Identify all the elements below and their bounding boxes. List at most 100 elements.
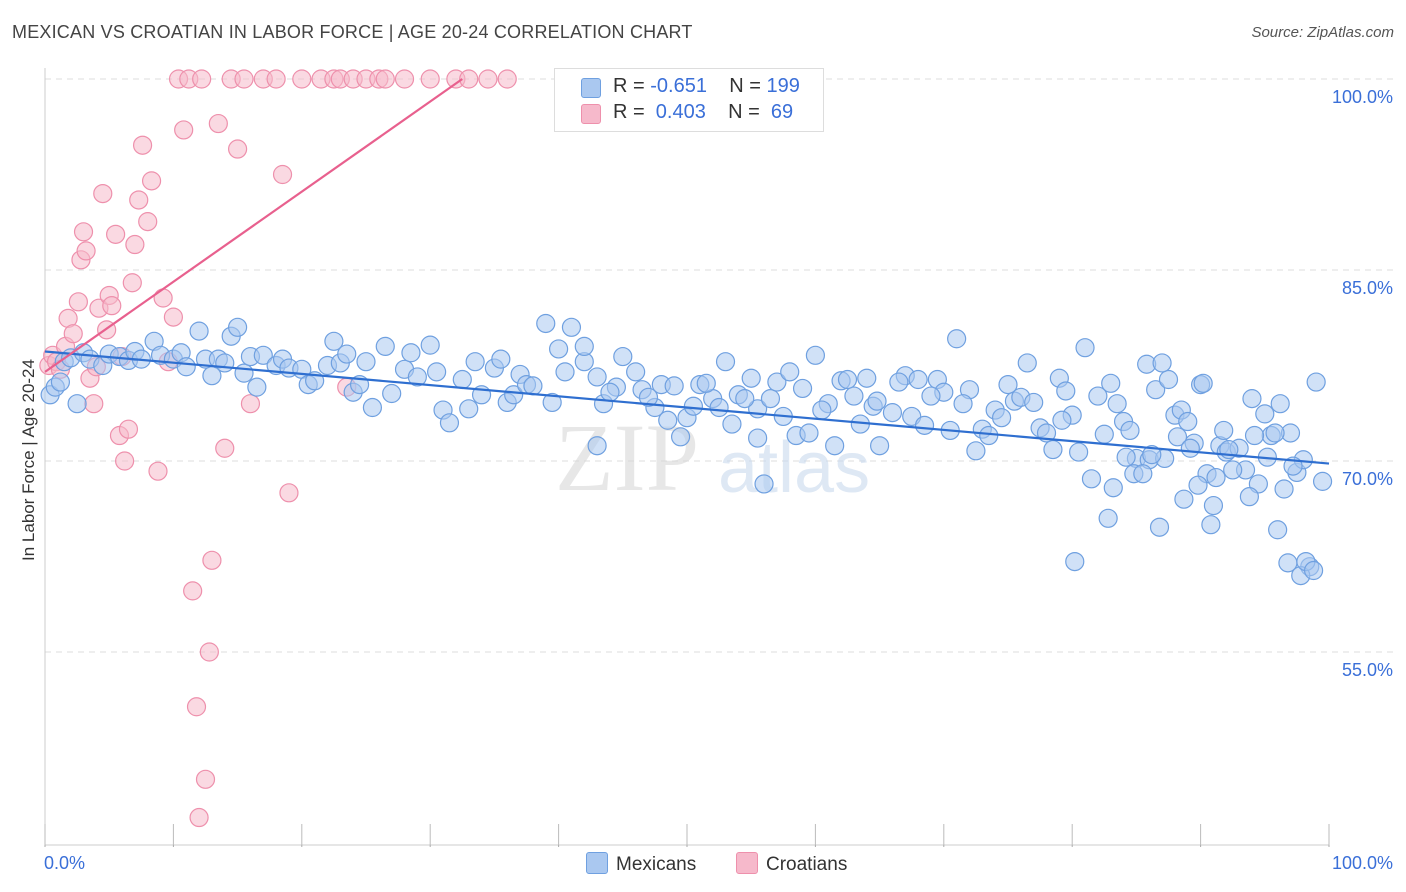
data-point — [664, 376, 684, 396]
data-point — [1268, 520, 1288, 540]
legend-swatch-blue — [586, 852, 608, 874]
data-point — [228, 139, 248, 159]
data-point — [1214, 420, 1234, 441]
data-point — [548, 339, 569, 359]
source-label: Source: ZipAtlas.com — [1251, 24, 1394, 41]
data-point — [247, 377, 267, 397]
data-point — [1056, 381, 1076, 401]
legend-swatch-pink — [736, 852, 758, 874]
y-tick-label: 100.0% — [1332, 87, 1393, 107]
data-point — [1098, 508, 1118, 528]
data-point — [1065, 551, 1085, 572]
data-point — [240, 394, 261, 414]
data-point — [148, 461, 168, 481]
data-point — [754, 474, 774, 494]
data-point — [452, 369, 472, 390]
data-point — [523, 376, 543, 396]
data-point — [844, 386, 864, 406]
data-point — [141, 171, 162, 191]
data-point — [767, 372, 787, 392]
data-point — [407, 367, 427, 387]
data-point — [1024, 392, 1044, 413]
data-point — [638, 387, 659, 407]
data-point — [215, 438, 235, 458]
data-point — [199, 642, 219, 662]
data-point — [658, 410, 678, 430]
data-point — [67, 394, 87, 414]
data-point — [869, 436, 890, 456]
data-point — [812, 400, 832, 420]
data-point — [189, 321, 209, 341]
data-point — [696, 373, 716, 393]
data-point — [382, 383, 402, 404]
data-point — [805, 345, 826, 365]
data-point — [497, 69, 517, 89]
axes — [44, 68, 1330, 847]
data-point — [921, 386, 941, 406]
data-point — [138, 212, 158, 232]
data-point — [1270, 394, 1290, 414]
data-point — [93, 184, 113, 204]
data-point — [561, 317, 582, 337]
data-point — [1188, 475, 1208, 495]
data-point — [953, 394, 973, 414]
data-point — [1146, 380, 1166, 400]
data-point — [118, 419, 139, 439]
x-tick-label: 100.0% — [1332, 853, 1393, 873]
data-point — [420, 69, 440, 89]
data-point — [613, 346, 633, 367]
data-point — [1265, 423, 1285, 443]
trend-line-mexicans — [44, 350, 1330, 465]
data-point — [153, 288, 173, 308]
data-point — [253, 345, 273, 365]
data-point — [1206, 467, 1226, 488]
stats-legend: R = -0.651 N = 199 R = 0.403 N = 69 — [554, 68, 824, 132]
data-point — [1303, 560, 1324, 581]
data-point — [825, 436, 845, 456]
data-point — [587, 367, 607, 387]
data-point — [1180, 438, 1200, 458]
data-point — [176, 357, 196, 377]
data-point — [125, 234, 145, 255]
watermark-zip: ZIP — [555, 404, 699, 511]
data-point — [1178, 411, 1198, 432]
data-point — [1116, 447, 1136, 467]
data-point — [375, 336, 395, 356]
legend-r-value: 0.403 — [650, 101, 706, 123]
data-point — [504, 385, 524, 405]
data-point — [189, 807, 209, 828]
data-point — [401, 343, 421, 363]
data-point — [478, 69, 498, 89]
data-point — [1120, 420, 1140, 441]
data-point — [292, 69, 312, 89]
data-point — [536, 313, 556, 334]
legend-item-croatians: Croatians — [736, 852, 847, 876]
data-point — [1167, 427, 1188, 447]
data-point — [76, 241, 96, 261]
data-point — [1075, 338, 1095, 358]
y-tick-label: 85.0% — [1342, 278, 1393, 298]
data-point — [748, 428, 768, 448]
data-point — [1158, 369, 1179, 390]
legend-n-label: N = — [728, 101, 766, 123]
data-point — [889, 372, 909, 392]
mexicans-points — [40, 313, 1333, 586]
data-point — [741, 368, 761, 388]
data-point — [362, 397, 383, 418]
data-point — [439, 413, 460, 433]
data-point — [195, 769, 216, 789]
data-point — [420, 335, 440, 355]
data-point — [68, 292, 88, 312]
data-point — [1201, 515, 1221, 535]
data-point — [979, 425, 999, 446]
croatians-points — [39, 69, 517, 828]
data-point — [966, 441, 986, 461]
data-point — [1244, 425, 1265, 446]
legend-r-label: R = — [613, 75, 651, 97]
data-point — [1203, 495, 1224, 516]
data-point — [208, 113, 228, 134]
data-point — [1088, 386, 1108, 406]
data-point — [394, 69, 415, 89]
trend-lines — [44, 78, 1330, 465]
chart-title: MEXICAN VS CROATIAN IN LABOR FORCE | AGE… — [12, 22, 693, 42]
